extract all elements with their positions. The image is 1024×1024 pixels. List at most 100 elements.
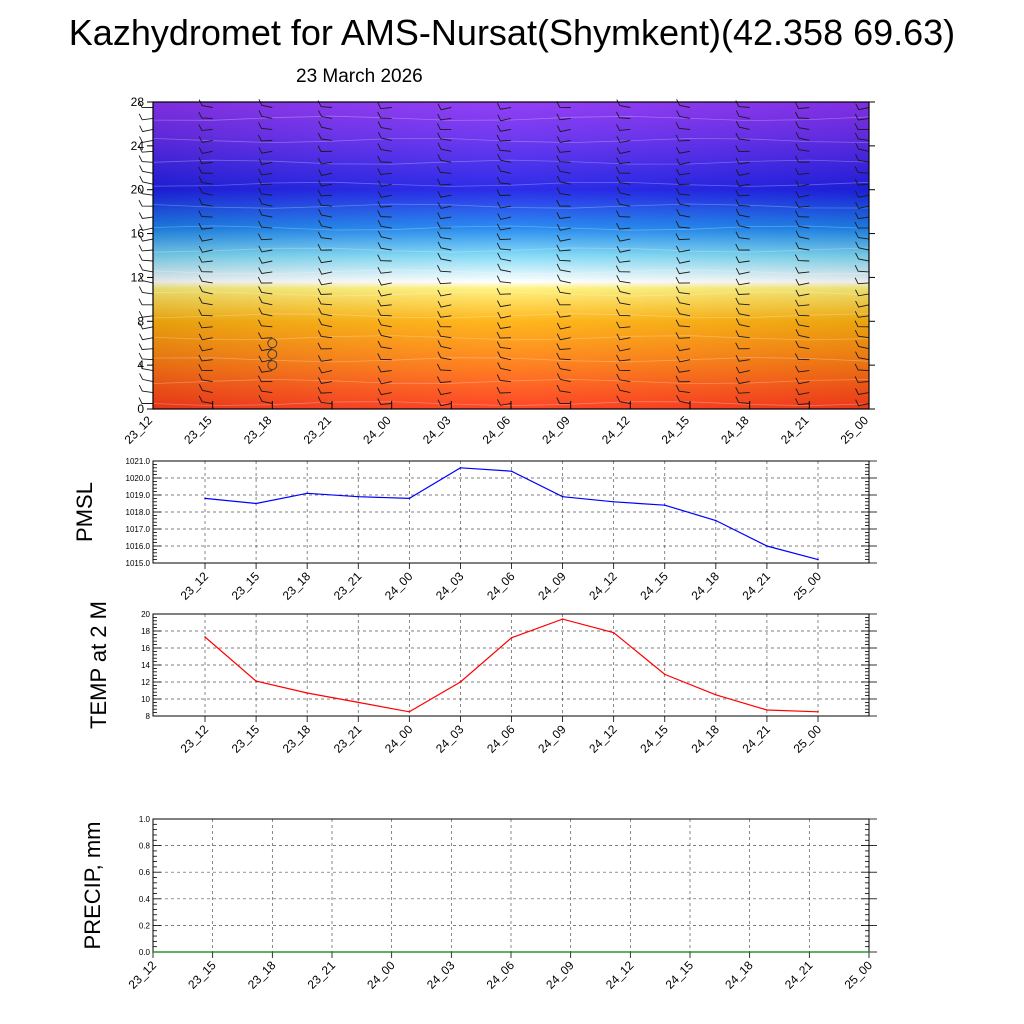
wind-barb [616, 136, 631, 143]
wind-barb [377, 143, 392, 152]
wind-barb [556, 212, 571, 219]
wind-barb [556, 362, 571, 372]
data-point [306, 692, 308, 694]
wind-barb [855, 190, 870, 198]
wind-barb [795, 377, 810, 385]
plot-frame [152, 460, 870, 564]
wind-barb [377, 254, 392, 262]
wind-barb [258, 355, 273, 363]
wind-barb [139, 224, 154, 231]
wind-barb [317, 189, 333, 197]
wind-barb [198, 333, 213, 341]
data-point [510, 637, 513, 639]
wind-barb [318, 110, 333, 119]
wind-barb [556, 322, 571, 330]
wind-barb [317, 330, 333, 339]
data-point [459, 467, 462, 469]
wind-barb [795, 131, 810, 141]
vertical-profile-chart: 0 4 8 12 16 20 24 28 23_12 23_15 23_18 23_21 24_00 24… [122, 95, 875, 447]
wind-barb [735, 330, 750, 339]
x-tick-label: 23_15 [229, 722, 263, 756]
wind-barb [854, 212, 870, 220]
wind-barb [855, 399, 870, 407]
x-tick-label: 24_09 [535, 569, 569, 603]
wind-barb [317, 288, 333, 295]
wind-barb [436, 320, 452, 328]
y-tick-label: 8 [137, 314, 144, 328]
wind-barb [377, 180, 392, 187]
x-tick-label: 24_15 [637, 569, 671, 603]
wind-barb [437, 241, 452, 251]
wind-barb [377, 309, 392, 317]
x-tick-label: 23_18 [280, 569, 314, 603]
wind-barb [436, 178, 452, 186]
wind-barb [556, 352, 571, 361]
wind-barb [198, 364, 213, 372]
wind-barb [437, 212, 452, 220]
wind-barb [317, 256, 333, 264]
wind-barb [437, 142, 452, 152]
wind-barb [318, 208, 333, 218]
y-tick-label: 16 [141, 644, 150, 653]
wind-barb [795, 242, 810, 251]
wind-barb [855, 340, 870, 350]
wind-barb [795, 143, 810, 152]
wind-barb [258, 220, 273, 229]
x-tick-label: 23_12 [122, 413, 156, 447]
wind-barb [317, 342, 333, 350]
wind-barb [854, 113, 870, 121]
wind-barb [139, 274, 154, 284]
x-tick-label: 23_18 [245, 958, 279, 992]
x-tick-label: 24_00 [382, 722, 416, 756]
wind-barb [675, 375, 691, 383]
wind-barb [317, 231, 333, 240]
wind-barb [855, 289, 870, 297]
y-tick-label: 1021.0 [126, 457, 151, 466]
wind-barb [676, 208, 691, 218]
wind-barb [258, 197, 273, 207]
wind-barb [377, 266, 392, 274]
x-tick-label: 24_18 [718, 413, 752, 447]
contour-line [152, 225, 870, 231]
wind-barb [497, 252, 512, 262]
plot-frame [152, 613, 870, 717]
x-tick-label: 24_21 [778, 413, 812, 447]
wind-barb [735, 256, 750, 263]
wind-barb [496, 189, 512, 196]
wind-barb [556, 224, 571, 231]
wind-barb [794, 254, 810, 262]
wind-barb [556, 373, 571, 383]
wind-barb [676, 395, 691, 404]
wind-barb [257, 332, 273, 339]
wind-barb [437, 329, 452, 339]
wind-barb [616, 333, 631, 341]
wind-barb [675, 319, 691, 328]
wind-barb [556, 136, 571, 143]
wind-barb [676, 110, 691, 119]
wind-barb [556, 244, 571, 252]
wind-barb [794, 210, 810, 218]
y-tick-label: 28 [131, 95, 145, 109]
wind-barb [377, 242, 392, 251]
wind-barb [138, 145, 154, 153]
wind-barb [437, 231, 452, 240]
wind-barb [317, 355, 333, 362]
wind-barb [317, 396, 333, 404]
wind-barb [138, 113, 154, 121]
wind-barb [854, 320, 870, 328]
wind-barb [138, 155, 154, 163]
y-tick-label: 1.0 [139, 815, 151, 824]
wind-barb [735, 208, 750, 218]
x-tick-label: 24_21 [740, 722, 774, 756]
wind-barb [795, 102, 810, 110]
wind-barb [377, 102, 392, 110]
wind-barb [675, 178, 691, 185]
wind-barb [198, 296, 213, 306]
wind-barb [735, 267, 750, 275]
wind-barb [258, 187, 273, 196]
wind-barb [138, 310, 154, 318]
wind-barb [675, 146, 691, 154]
wind-barb [496, 124, 512, 132]
wind-barb [257, 319, 273, 328]
wind-barb [556, 384, 571, 394]
